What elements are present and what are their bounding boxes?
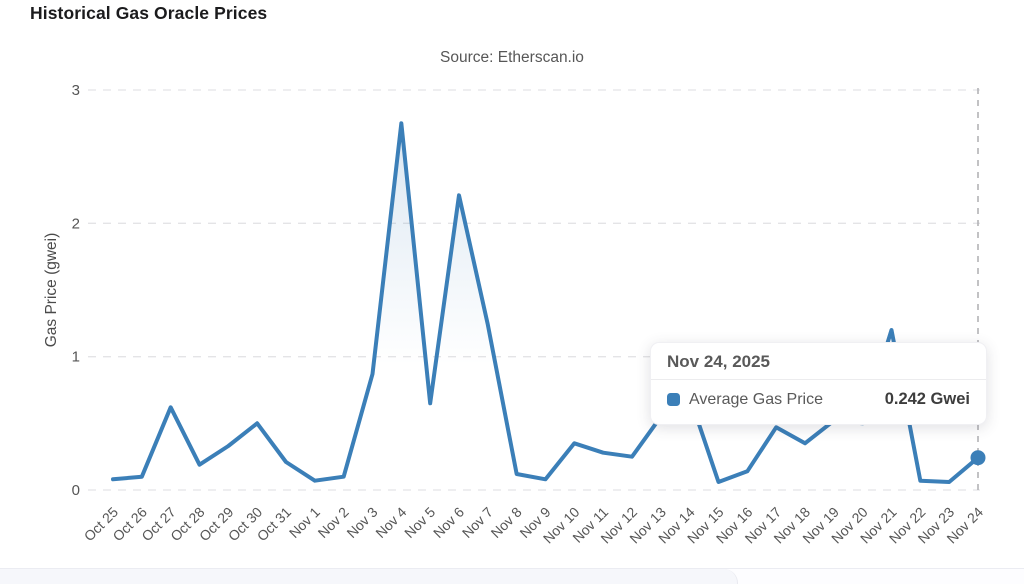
y-axis-title: Gas Price (gwei)	[43, 233, 60, 348]
x-tick-label-nov-6: Nov 6	[430, 504, 467, 541]
hovered-point-marker[interactable]	[970, 450, 986, 466]
x-tick-label-nov-7: Nov 7	[459, 504, 496, 541]
tooltip-divider	[651, 379, 986, 380]
chart-tooltip: Nov 24, 2025 Average Gas Price 0.242 Gwe…	[650, 342, 987, 425]
page-title: Historical Gas Oracle Prices	[30, 3, 268, 23]
series-area-fill	[113, 123, 978, 491]
tooltip-date: Nov 24, 2025	[667, 352, 771, 371]
x-tick-label-nov-8: Nov 8	[488, 504, 525, 541]
x-tick-label-nov-4: Nov 4	[372, 504, 409, 541]
x-tick-label-nov-3: Nov 3	[343, 504, 380, 541]
y-tick-label-1: 1	[72, 349, 80, 366]
y-tick-label-0: 0	[72, 482, 80, 499]
x-tick-label-nov-2: Nov 2	[315, 504, 352, 541]
bottom-panel-card[interactable]	[0, 569, 738, 584]
x-tick-label-nov-5: Nov 5	[401, 504, 438, 541]
tooltip-series-value: 0.242 Gwei	[884, 390, 970, 408]
bottom-panel	[0, 568, 1024, 584]
y-tick-label-3: 3	[72, 82, 80, 99]
series-marker-icon	[667, 393, 680, 406]
x-tick-label-nov-1: Nov 1	[286, 504, 323, 541]
chart-subtitle: Source: Etherscan.io	[440, 49, 584, 66]
tooltip-series-label: Average Gas Price	[689, 390, 823, 408]
tooltip-series-row: Average Gas Price 0.242 Gwei	[651, 380, 986, 419]
y-tick-label-2: 2	[72, 215, 80, 232]
